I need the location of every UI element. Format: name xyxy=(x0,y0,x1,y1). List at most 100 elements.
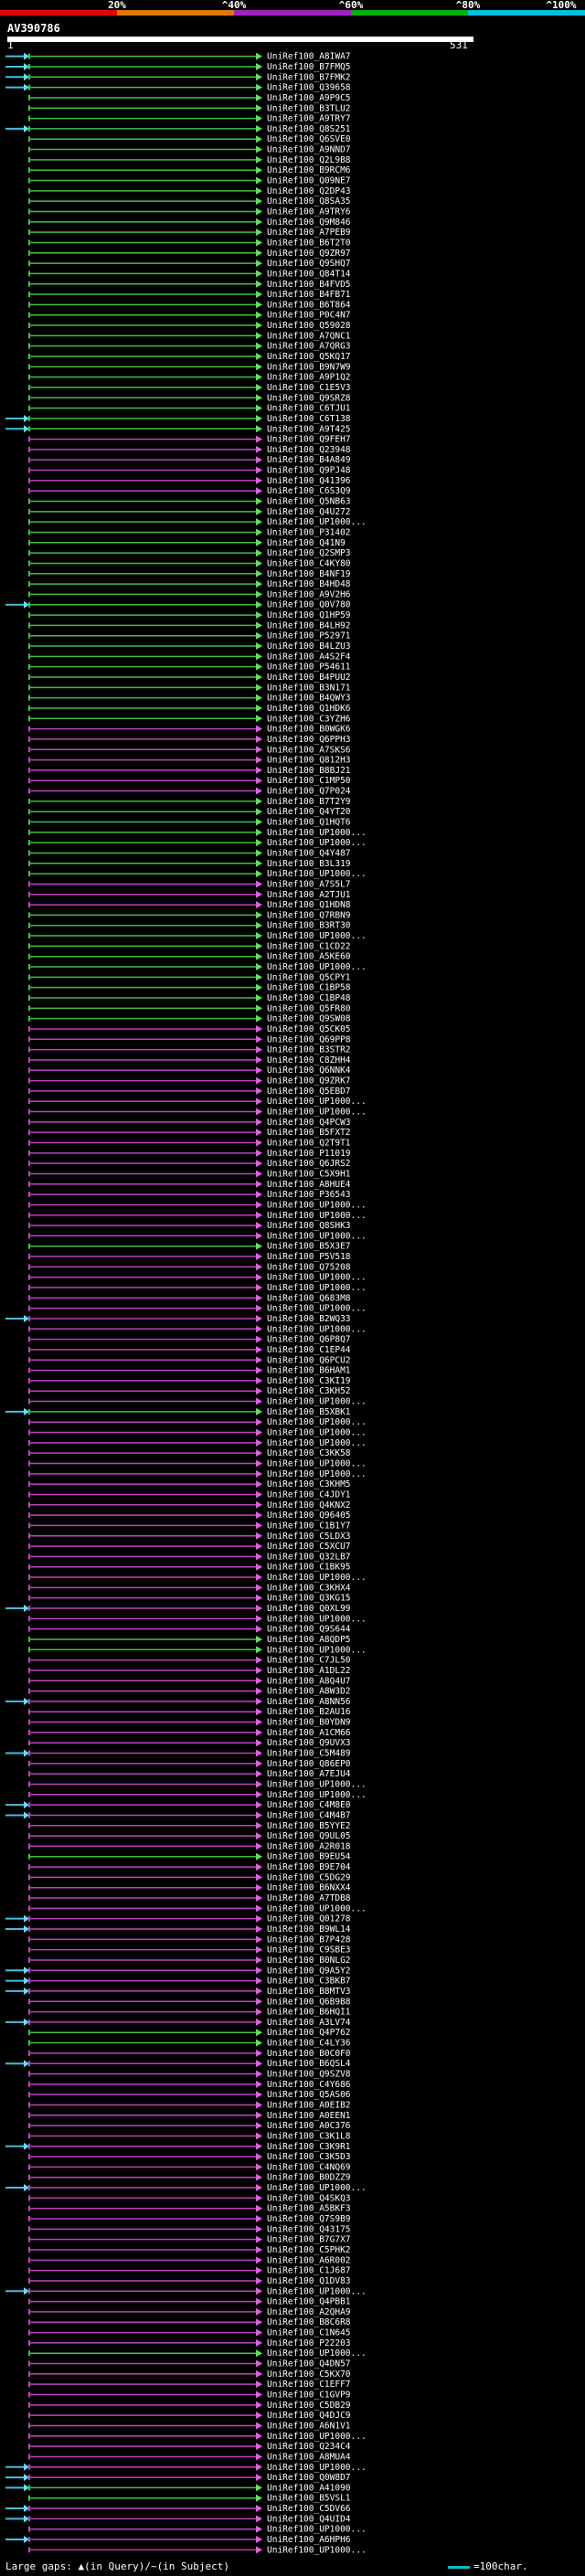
hit-row[interactable]: UniRef100_B2AU16 xyxy=(28,1707,351,1717)
hit-label[interactable]: UniRef100_A8MUA4 xyxy=(267,2452,351,2462)
hit-label[interactable]: UniRef100_B9WL14 xyxy=(267,1924,351,1935)
hit-label[interactable]: UniRef100_Q1HDN8 xyxy=(267,900,351,910)
hit-row[interactable]: UniRef100_Q683M8 xyxy=(28,1293,351,1303)
hit-label[interactable]: UniRef100_B5FXT2 xyxy=(267,1128,351,1138)
hit-label[interactable]: UniRef100_C5X9H1 xyxy=(267,1169,351,1179)
hit-row[interactable]: UniRef100_A7QRG3 xyxy=(28,342,351,352)
hit-row[interactable]: UniRef100_C4NQ69 xyxy=(28,2162,351,2172)
hit-row[interactable]: UniRef100_A2R018 xyxy=(28,1841,351,1851)
hit-label[interactable]: UniRef100_A5BKF3 xyxy=(267,2204,351,2214)
hit-row[interactable]: UniRef100_UP1000... xyxy=(28,1324,367,1334)
hit-label[interactable]: UniRef100_UP1000... xyxy=(267,1903,367,1913)
hit-row[interactable]: UniRef100_Q4KNX2 xyxy=(28,1500,351,1511)
hit-row[interactable]: UniRef100_UP1000... xyxy=(28,1790,367,1800)
hit-label[interactable]: UniRef100_A0EIB2 xyxy=(267,2100,351,2110)
hit-row[interactable]: UniRef100_B5XBK1 xyxy=(5,1407,351,1417)
hit-label[interactable]: UniRef100_B7T2Y9 xyxy=(267,797,351,807)
hit-row[interactable]: UniRef100_P54611 xyxy=(28,663,351,673)
hit-row[interactable]: UniRef100_B0NLG2 xyxy=(28,1956,351,1966)
hit-label[interactable]: UniRef100_B9E704 xyxy=(267,1862,351,1872)
hit-label[interactable]: UniRef100_Q812H3 xyxy=(267,756,351,766)
hit-row[interactable]: UniRef100_C8ZHH4 xyxy=(28,1055,351,1065)
hit-label[interactable]: UniRef100_UP1000... xyxy=(267,962,367,972)
hit-label[interactable]: UniRef100_C3KHM5 xyxy=(267,1479,351,1489)
hit-row[interactable]: UniRef100_B8MTV3 xyxy=(5,1987,351,1997)
hit-label[interactable]: UniRef100_A9P1Q2 xyxy=(267,373,351,383)
hit-label[interactable]: UniRef100_B8MTV3 xyxy=(267,1987,351,1997)
hit-label[interactable]: UniRef100_UP1000... xyxy=(267,2286,367,2296)
hit-label[interactable]: UniRef100_UP1000... xyxy=(267,1438,367,1448)
hit-label[interactable]: UniRef100_UP1000... xyxy=(267,1273,367,1283)
hit-label[interactable]: UniRef100_B9RCM6 xyxy=(267,165,351,175)
hit-label[interactable]: UniRef100_A6HPH6 xyxy=(267,2535,351,2545)
hit-row[interactable]: UniRef100_Q1HDN8 xyxy=(28,900,351,910)
hit-row[interactable]: UniRef100_B7P428 xyxy=(28,1935,351,1945)
hit-label[interactable]: UniRef100_C5DV66 xyxy=(267,2504,351,2514)
hit-row[interactable]: UniRef100_UP1000... xyxy=(28,1614,367,1624)
hit-row[interactable]: UniRef100_Q5KQ17 xyxy=(28,352,351,362)
hit-row[interactable]: UniRef100_B9WL14 xyxy=(5,1924,351,1935)
hit-label[interactable]: UniRef100_C9SBE3 xyxy=(267,1945,351,1956)
hit-row[interactable]: UniRef100_Q9FEH7 xyxy=(28,435,351,445)
hit-label[interactable]: UniRef100_A3LV74 xyxy=(267,2018,351,2028)
hit-row[interactable]: UniRef100_B4HD48 xyxy=(28,579,351,589)
hit-label[interactable]: UniRef100_UP1000... xyxy=(267,1231,367,1241)
hit-label[interactable]: UniRef100_C3KI19 xyxy=(267,1376,351,1386)
hit-row[interactable]: UniRef100_B8C6R8 xyxy=(28,2317,351,2327)
hit-label[interactable]: UniRef100_B3RT30 xyxy=(267,921,351,931)
hit-row[interactable]: UniRef100_Q9UVX3 xyxy=(28,1738,351,1748)
hit-label[interactable]: UniRef100_B4NF19 xyxy=(267,569,351,579)
hit-row[interactable]: UniRef100_UP1000... xyxy=(28,1211,367,1221)
hit-row[interactable]: UniRef100_C1J687 xyxy=(28,2266,351,2276)
hit-row[interactable]: UniRef100_Q4DN57 xyxy=(28,2359,351,2369)
hit-row[interactable]: UniRef100_Q9ZR97 xyxy=(28,249,351,259)
hit-row[interactable]: UniRef100_UP1000... xyxy=(28,1273,367,1283)
hit-row[interactable]: UniRef100_Q23948 xyxy=(28,445,351,455)
hit-row[interactable]: UniRef100_C1E5V3 xyxy=(28,383,351,393)
hit-row[interactable]: UniRef100_C4M4B7 xyxy=(5,1810,351,1820)
hit-label[interactable]: UniRef100_UP1000... xyxy=(267,1097,367,1107)
hit-row[interactable]: UniRef100_Q9SW08 xyxy=(28,1014,351,1024)
hit-label[interactable]: UniRef100_B3STR2 xyxy=(267,1045,351,1055)
hit-row[interactable]: UniRef100_Q5CK05 xyxy=(28,1024,351,1034)
hit-row[interactable]: UniRef100_C5KX70 xyxy=(28,2369,351,2380)
hit-label[interactable]: UniRef100_C1E5V3 xyxy=(267,383,351,393)
hit-label[interactable]: UniRef100_A2R018 xyxy=(267,1841,351,1851)
hit-row[interactable]: UniRef100_B3L319 xyxy=(28,859,351,869)
hit-label[interactable]: UniRef100_C6S3Q9 xyxy=(267,486,351,496)
hit-label[interactable]: UniRef100_B2WQ33 xyxy=(267,1314,351,1324)
hit-label[interactable]: UniRef100_Q6PPH3 xyxy=(267,735,351,745)
hit-label[interactable]: UniRef100_Q683M8 xyxy=(267,1293,351,1303)
hit-label[interactable]: UniRef100_B0WGK6 xyxy=(267,725,351,735)
hit-row[interactable]: UniRef100_Q9SRZ8 xyxy=(28,393,351,403)
hit-label[interactable]: UniRef100_B2AU16 xyxy=(267,1707,351,1717)
hit-label[interactable]: UniRef100_B9EU54 xyxy=(267,1852,351,1862)
hit-label[interactable]: UniRef100_C5XCU7 xyxy=(267,1542,351,1552)
hit-row[interactable]: UniRef100_UP1000... xyxy=(28,1779,367,1789)
hit-row[interactable]: UniRef100_UP1000... xyxy=(28,1304,367,1314)
hit-label[interactable]: UniRef100_Q4KNX2 xyxy=(267,1500,351,1511)
hit-label[interactable]: UniRef100_Q2DP43 xyxy=(267,186,351,196)
hit-label[interactable]: UniRef100_C5PHK2 xyxy=(267,2245,351,2255)
hit-label[interactable]: UniRef100_Q4P762 xyxy=(267,2028,351,2038)
hit-label[interactable]: UniRef100_Q9A5Y2 xyxy=(267,1966,351,1976)
hit-row[interactable]: UniRef100_B6QSL4 xyxy=(5,2059,351,2069)
hit-row[interactable]: UniRef100_Q3KG15 xyxy=(28,1594,351,1604)
hit-label[interactable]: UniRef100_UP1000... xyxy=(267,517,367,527)
hit-row[interactable]: UniRef100_Q6PCU2 xyxy=(28,1355,351,1365)
hit-label[interactable]: UniRef100_UP1000... xyxy=(267,1324,367,1334)
hit-row[interactable]: UniRef100_A6R002 xyxy=(28,2255,351,2265)
hit-label[interactable]: UniRef100_Q6SVE0 xyxy=(267,134,351,144)
hit-row[interactable]: UniRef100_Q7S9B9 xyxy=(28,2214,351,2224)
hit-label[interactable]: UniRef100_UP1000... xyxy=(267,2432,367,2442)
hit-label[interactable]: UniRef100_B7FMQ5 xyxy=(267,62,351,72)
hit-row[interactable]: UniRef100_P52971 xyxy=(28,631,351,641)
hit-label[interactable]: UniRef100_B3TLU2 xyxy=(267,103,351,113)
hit-label[interactable]: UniRef100_UP1000... xyxy=(267,1283,367,1293)
hit-row[interactable]: UniRef100_A9P1Q2 xyxy=(28,373,351,383)
hit-row[interactable]: UniRef100_UP1000... xyxy=(28,1573,367,1583)
hit-row[interactable]: UniRef100_C4Y686 xyxy=(28,2080,351,2090)
hit-label[interactable]: UniRef100_A2TJU1 xyxy=(267,890,351,900)
hit-row[interactable]: UniRef100_B5X3E7 xyxy=(28,1242,351,1252)
hit-row[interactable]: UniRef100_UP1000... xyxy=(28,828,367,838)
